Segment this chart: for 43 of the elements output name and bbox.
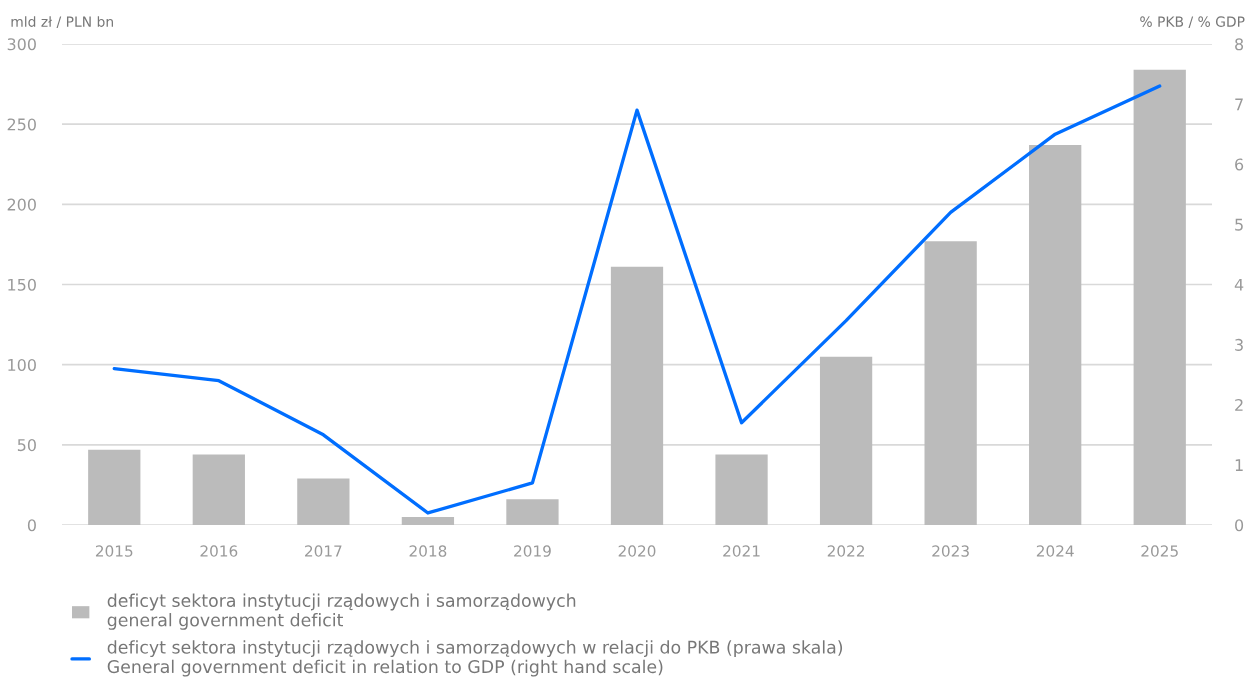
y2-tick-label: 6 bbox=[1235, 158, 1244, 171]
bar bbox=[192, 454, 245, 525]
x-tick-label: 2021 bbox=[723, 545, 760, 557]
bar bbox=[1133, 69, 1186, 525]
legend-label: deficyt sektora instytucji rządowych i samorządowych general government deficit bbox=[107, 593, 576, 630]
x-tick-label: 2023 bbox=[932, 545, 969, 557]
y-tick-label: 0 bbox=[27, 519, 36, 532]
x-tick-label: 2019 bbox=[514, 545, 551, 557]
y2-tick-label: 8 bbox=[1235, 38, 1244, 51]
x-tick-label: 2020 bbox=[618, 545, 656, 557]
y2-tick-label: 7 bbox=[1235, 98, 1243, 111]
bar bbox=[715, 454, 768, 525]
y2-tick-label: 5 bbox=[1235, 218, 1243, 231]
bar bbox=[610, 266, 664, 525]
y-tick-label: 300 bbox=[7, 38, 36, 51]
x-tick-label: 2018 bbox=[409, 545, 447, 557]
bar bbox=[401, 516, 455, 525]
y-tick-label: 200 bbox=[7, 198, 36, 211]
y-axis-title: mld zł / PLN bn bbox=[11, 16, 113, 28]
x-tick-label: 2015 bbox=[95, 545, 133, 557]
x-tick-label: 2016 bbox=[200, 545, 238, 557]
line-series bbox=[112, 84, 1162, 515]
x-tick-label: 2022 bbox=[827, 545, 864, 557]
bar bbox=[819, 356, 873, 525]
legend-label: deficyt sektora instytucji rządowych i samorządowych w relacji do PKB (prawa skala) General government deficit in relation to GDP (right hand scale) bbox=[107, 640, 843, 677]
y-tick-label: 150 bbox=[8, 278, 36, 291]
x-tick-label: 2025 bbox=[1141, 545, 1178, 557]
y-tick-label: 250 bbox=[7, 118, 36, 131]
y2-axis-title: % PKB / % GDP bbox=[1140, 16, 1245, 28]
y2-tick-label: 0 bbox=[1235, 519, 1244, 532]
y2-tick-label: 4 bbox=[1234, 278, 1244, 291]
bar bbox=[88, 449, 141, 525]
bar bbox=[924, 241, 977, 525]
x-tick-label: 2024 bbox=[1036, 545, 1074, 557]
bar bbox=[506, 499, 559, 525]
y2-tick-label: 2 bbox=[1235, 398, 1243, 411]
bar bbox=[1029, 145, 1082, 525]
x-tick-label: 2017 bbox=[305, 545, 342, 557]
y2-tick-label: 1 bbox=[1235, 459, 1243, 471]
bar bbox=[297, 478, 350, 525]
y2-tick-label: 3 bbox=[1235, 338, 1243, 351]
y-tick-label: 100 bbox=[8, 358, 36, 371]
y-tick-label: 50 bbox=[17, 439, 36, 452]
